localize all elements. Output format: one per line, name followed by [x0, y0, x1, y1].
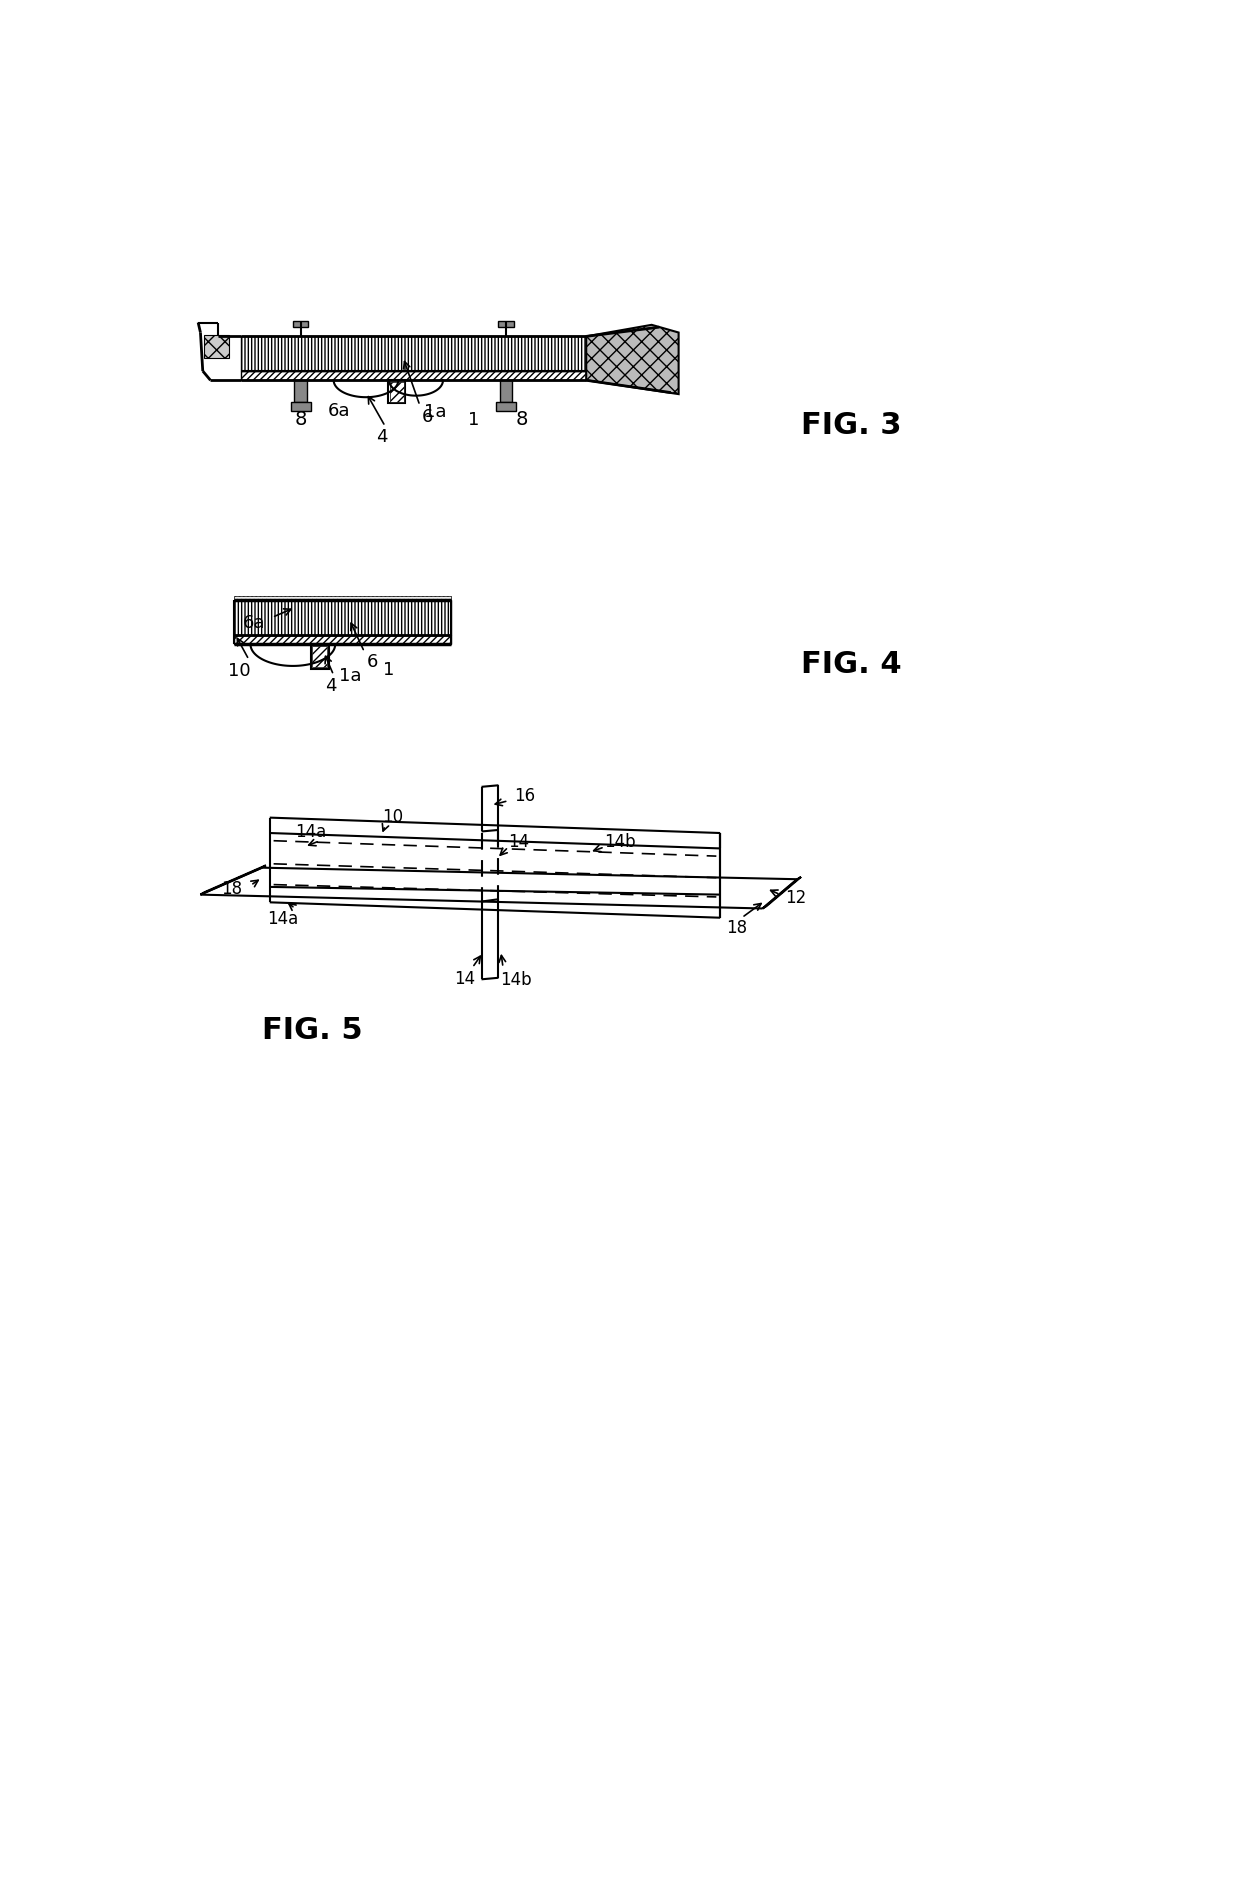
Text: 10: 10: [228, 662, 250, 679]
Bar: [233, 596, 450, 602]
Text: 16: 16: [515, 786, 536, 805]
Polygon shape: [763, 878, 801, 910]
Bar: [312, 647, 327, 667]
Text: FIG. 4: FIG. 4: [801, 650, 901, 679]
Text: 14: 14: [454, 970, 475, 987]
Text: 14b: 14b: [604, 833, 636, 850]
Bar: [233, 602, 450, 635]
Text: 14a: 14a: [295, 822, 326, 840]
Text: 18: 18: [221, 880, 242, 899]
Bar: [500, 382, 512, 402]
Bar: [389, 384, 404, 402]
Text: 14: 14: [508, 833, 529, 850]
Text: 6: 6: [367, 652, 378, 671]
Bar: [233, 635, 450, 645]
Bar: [310, 645, 329, 669]
Text: 14a: 14a: [267, 910, 299, 927]
Text: 10: 10: [382, 808, 403, 825]
Text: 1: 1: [383, 660, 394, 679]
Text: 1a: 1a: [340, 667, 362, 684]
Bar: [293, 321, 309, 327]
Text: FIG. 3: FIG. 3: [801, 412, 901, 440]
Polygon shape: [587, 325, 678, 395]
Bar: [205, 337, 229, 359]
Text: 6: 6: [422, 408, 433, 425]
Text: FIG. 5: FIG. 5: [262, 1015, 362, 1043]
Text: 6a: 6a: [327, 400, 350, 419]
Text: 6a: 6a: [243, 613, 265, 632]
Polygon shape: [201, 867, 265, 895]
Text: 1: 1: [469, 410, 480, 429]
Text: 14b: 14b: [500, 970, 532, 989]
Text: 4: 4: [325, 677, 336, 696]
Bar: [498, 321, 513, 327]
Text: 8: 8: [294, 410, 306, 429]
Text: 8: 8: [516, 410, 528, 429]
Bar: [290, 402, 310, 412]
Bar: [496, 402, 516, 412]
Bar: [294, 382, 306, 402]
Text: 4: 4: [377, 429, 388, 446]
Text: 1a: 1a: [424, 402, 446, 421]
Bar: [242, 372, 587, 382]
Text: 18: 18: [727, 919, 748, 936]
Bar: [242, 337, 587, 372]
Bar: [388, 382, 405, 404]
Text: 12: 12: [785, 889, 806, 906]
